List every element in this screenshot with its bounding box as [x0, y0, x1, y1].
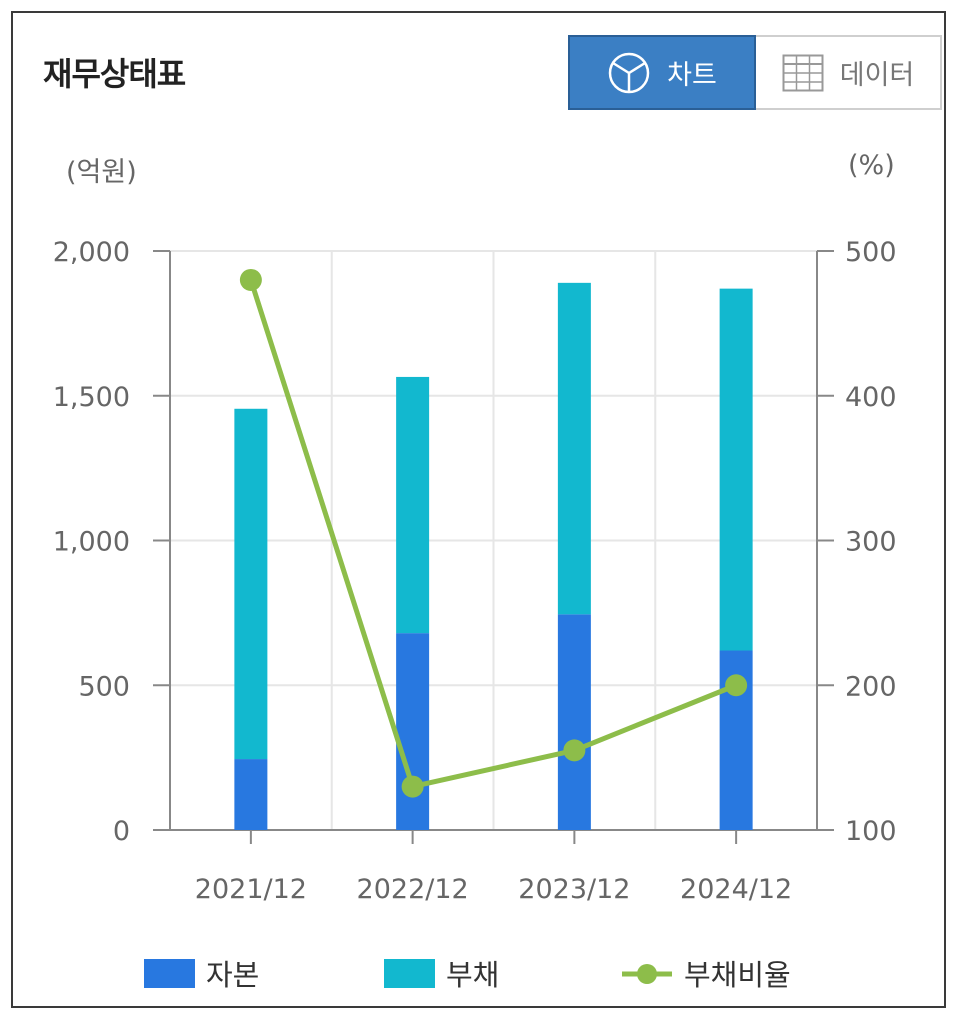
- legend-label-liabilities: 부채: [446, 958, 499, 992]
- bar-liabilities: [234, 408, 268, 760]
- bar-equity: [396, 633, 430, 830]
- legend-swatch-liabilities: [384, 959, 435, 988]
- y-right-tick-label: 200: [845, 671, 897, 702]
- y-right-tick-label: 100: [845, 816, 897, 847]
- tab-data-label: 데이터: [839, 60, 915, 91]
- page-title: 재무상태표: [43, 55, 186, 93]
- chart-panel: 재무상태표 차트 데이터: [11, 11, 946, 1008]
- y-left-tick-label: 1,000: [53, 527, 130, 558]
- ratio-point: [563, 739, 586, 762]
- y-right-unit: (%): [848, 150, 895, 181]
- y-left-unit: (억원): [66, 157, 137, 188]
- y-left-tick-label: 1,500: [53, 382, 130, 413]
- bar-liabilities: [396, 376, 430, 634]
- tab-data[interactable]: 데이터: [756, 35, 942, 110]
- view-toggle: 차트 데이터: [568, 35, 942, 110]
- ratio-point: [401, 775, 424, 798]
- y-left-tick-label: 500: [78, 671, 130, 702]
- legend-marker-ratio: [637, 964, 657, 984]
- bar-equity: [557, 614, 591, 830]
- ratio-point: [725, 674, 748, 697]
- tab-chart-label: 차트: [667, 60, 717, 91]
- legend-label-ratio: 부채비율: [684, 958, 791, 992]
- x-tick-label: 2023/12: [518, 874, 630, 905]
- x-tick-label: 2021/12: [195, 874, 307, 905]
- legend-swatch-equity: [144, 959, 195, 988]
- legend-label-equity: 자본: [206, 958, 259, 992]
- bar-equity: [234, 759, 268, 830]
- y-right-tick-label: 500: [845, 237, 897, 268]
- bar-liabilities: [557, 282, 591, 615]
- pie-chart-icon: [608, 52, 650, 93]
- y-left-tick-label: 2,000: [53, 237, 130, 268]
- bar-liabilities: [719, 288, 753, 651]
- ratio-point: [239, 268, 262, 291]
- table-grid-icon: [782, 54, 824, 91]
- tab-chart[interactable]: 차트: [568, 35, 756, 110]
- ratio-line: [248, 279, 738, 790]
- y-right-tick-label: 300: [845, 527, 897, 558]
- y-left-tick-label: 0: [113, 816, 130, 847]
- y-right-tick-label: 400: [845, 382, 897, 413]
- x-tick-label: 2024/12: [680, 874, 792, 905]
- x-tick-label: 2022/12: [357, 874, 469, 905]
